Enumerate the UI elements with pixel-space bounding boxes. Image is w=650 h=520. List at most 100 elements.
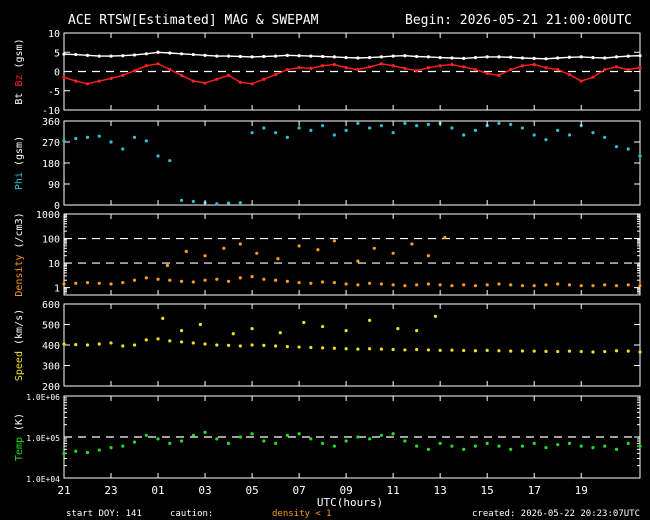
temp-point xyxy=(285,433,289,437)
speed-ylabel: Speed (km/s) xyxy=(14,309,25,381)
phi-series xyxy=(62,121,642,206)
temp-point xyxy=(156,437,160,441)
density-ylabel-part-0: Density xyxy=(14,255,25,297)
temp-point xyxy=(344,439,348,443)
speed_spikes-point xyxy=(278,331,282,335)
phi-point xyxy=(168,159,172,163)
density-ytick-label: 100 xyxy=(42,235,60,246)
mag-ytick-label: 0 xyxy=(54,68,60,79)
speed-point xyxy=(368,347,372,351)
phi-point xyxy=(144,139,148,143)
temp-point xyxy=(74,449,78,453)
density-point xyxy=(62,282,66,286)
phi-point xyxy=(520,126,525,130)
density-point xyxy=(97,281,101,285)
density-point xyxy=(579,284,583,288)
phi-frame xyxy=(63,120,641,206)
density_spikes-point xyxy=(316,248,320,252)
density_spikes-point xyxy=(297,244,301,248)
temp-point xyxy=(356,435,360,439)
phi-point xyxy=(74,136,78,141)
density-point xyxy=(85,281,90,285)
phi-point xyxy=(638,154,642,158)
temp-point xyxy=(203,430,207,434)
phi-point xyxy=(450,126,454,130)
density-panel: 1 10 100 1000 Density (/cm3) xyxy=(14,210,642,297)
speed-point xyxy=(97,342,101,346)
speed-point xyxy=(309,345,313,350)
density-ytick-label: 1 xyxy=(54,284,60,295)
x-tick-label: 21 xyxy=(57,484,70,497)
x-axis-label: UTC(hours) xyxy=(317,496,383,509)
temp-point xyxy=(132,440,137,444)
density-point xyxy=(121,281,125,285)
speed_spikes-point xyxy=(179,329,184,333)
density-point xyxy=(191,280,195,284)
density-point xyxy=(144,276,148,280)
phi-point xyxy=(591,131,595,135)
temp-point xyxy=(62,451,66,455)
phi-point xyxy=(97,134,101,138)
phi-ytick-label: 270 xyxy=(42,138,60,149)
density-point xyxy=(321,280,325,284)
phi-ytick-label: 0 xyxy=(54,201,60,212)
speed-point xyxy=(591,350,595,354)
x-tick-label: 03 xyxy=(198,484,211,497)
phi-point xyxy=(368,126,372,130)
mag-ytick-label: -5 xyxy=(48,87,60,98)
density-point xyxy=(614,284,619,288)
temp-point xyxy=(426,447,431,451)
temp-ytick-label: 1.0E+04 xyxy=(26,475,60,484)
density-point xyxy=(603,283,607,287)
temp-point xyxy=(144,433,148,437)
speed-ytick-label: 600 xyxy=(42,300,60,311)
created-time: created: 2026-05-22 20:23:07UTC xyxy=(472,509,640,519)
x-tick-label: 19 xyxy=(575,484,588,497)
temp-point xyxy=(603,444,607,448)
density-point xyxy=(297,281,301,285)
speed_spikes-point xyxy=(198,322,202,327)
temp-ytick-label: 1.0E+05 xyxy=(26,434,60,443)
temp-point xyxy=(626,441,630,445)
phi-point xyxy=(415,124,419,128)
speed-point xyxy=(485,348,489,352)
phi-point xyxy=(379,124,383,128)
temp-point xyxy=(544,446,548,450)
speed-point xyxy=(532,349,536,353)
speed-point xyxy=(638,350,642,354)
temp-point xyxy=(379,433,383,437)
speed-point xyxy=(74,342,78,347)
temp-ylabel-part-1: (K) xyxy=(14,413,25,437)
density_spikes-point xyxy=(184,249,188,253)
x-tick-label: 09 xyxy=(339,484,352,497)
temp-ylabel-part-0: Temp xyxy=(14,437,25,461)
speed-point xyxy=(473,349,478,353)
density-point xyxy=(109,282,113,286)
density_spikes-point xyxy=(443,235,447,240)
density-point xyxy=(638,284,642,288)
speed-point xyxy=(332,346,336,350)
speed-point xyxy=(144,338,148,342)
phi-point xyxy=(567,133,572,137)
temp-point xyxy=(391,432,395,436)
speed_spikes-point xyxy=(368,318,372,322)
phi-point xyxy=(509,122,513,127)
speed-point xyxy=(344,347,348,351)
phi-point xyxy=(473,128,478,132)
density-point xyxy=(473,284,478,288)
speed-point xyxy=(497,349,501,353)
density_spikes-point xyxy=(426,254,431,258)
phi-point xyxy=(497,121,501,125)
temp-point xyxy=(368,437,372,441)
temp-point xyxy=(567,441,572,445)
temp-point xyxy=(591,446,595,450)
phi-point xyxy=(556,128,560,132)
speed-ylabel-part-1: (km/s) xyxy=(14,309,25,351)
phi-point xyxy=(544,138,548,142)
speed_spikes-point xyxy=(344,329,348,333)
speed-point xyxy=(215,343,219,347)
density_spikes-point xyxy=(276,257,280,261)
density-point xyxy=(179,279,184,283)
mag-ytick-label: 5 xyxy=(54,48,60,59)
density-point xyxy=(567,283,572,287)
